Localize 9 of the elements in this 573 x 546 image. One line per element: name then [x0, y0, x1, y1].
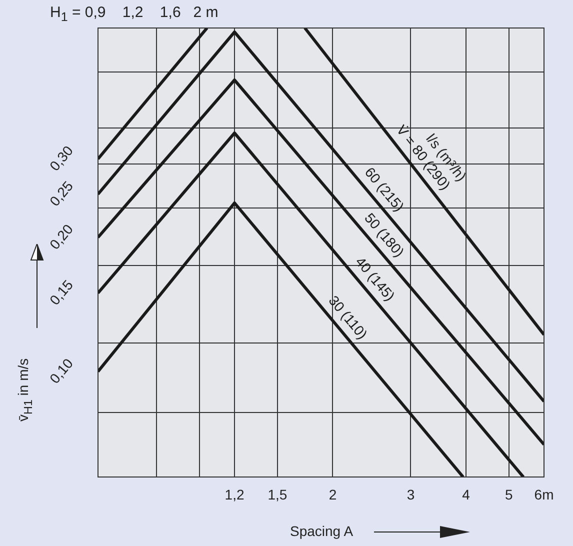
- x-tick-label: 1,2: [224, 486, 244, 502]
- x-tick-label: 3: [406, 486, 415, 502]
- text: H$_{1}$ = 0,9 1,2 1,6 2 m: [50, 4, 218, 24]
- x-tick-label: 5: [505, 486, 514, 502]
- x-tick-label: 4: [462, 486, 470, 502]
- x-tick-label: 2: [328, 486, 337, 502]
- x-tick-label: 6m: [534, 486, 554, 502]
- x-axis-title: Spacing A: [290, 523, 354, 539]
- x-tick-label: 1,5: [268, 486, 288, 502]
